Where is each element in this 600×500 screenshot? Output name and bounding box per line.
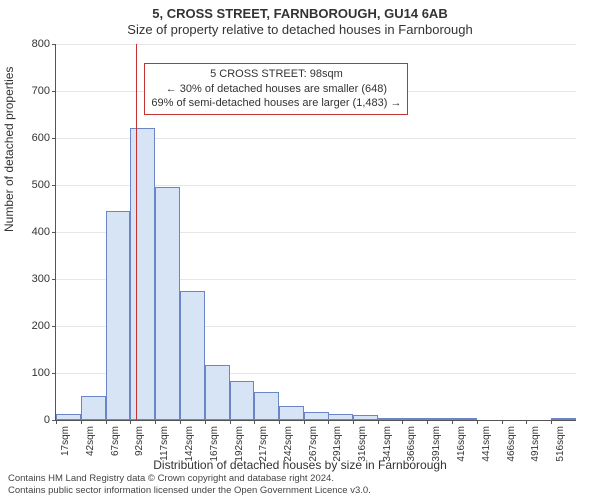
histogram-bar — [56, 414, 81, 420]
xtick-mark — [477, 420, 478, 424]
xtick-label: 192sqm — [234, 426, 245, 462]
xtick-mark — [402, 420, 403, 424]
ytick-label: 500 — [32, 179, 56, 191]
xtick-mark — [155, 420, 156, 424]
histogram-bar — [353, 415, 378, 420]
histogram-bar — [551, 418, 576, 420]
xtick-mark — [279, 420, 280, 424]
ytick-label: 700 — [32, 85, 56, 97]
xtick-label: 42sqm — [85, 426, 96, 456]
xtick-label: 17sqm — [60, 426, 71, 456]
xtick-label: 117sqm — [159, 426, 170, 461]
ytick-label: 200 — [32, 320, 56, 332]
xtick-label: 242sqm — [283, 426, 294, 462]
gridline — [56, 44, 576, 45]
xtick-mark — [353, 420, 354, 424]
xtick-label: 316sqm — [357, 426, 368, 462]
xtick-mark — [106, 420, 107, 424]
xtick-mark — [56, 420, 57, 424]
ytick-label: 800 — [32, 38, 56, 50]
xtick-label: 516sqm — [555, 426, 566, 462]
xtick-mark — [205, 420, 206, 424]
histogram-bar — [155, 187, 180, 420]
xtick-label: 441sqm — [481, 426, 492, 462]
histogram-bar — [328, 414, 353, 420]
histogram-bar — [378, 418, 403, 420]
ytick-label: 300 — [32, 273, 56, 285]
xtick-mark — [230, 420, 231, 424]
histogram-bar — [279, 406, 304, 420]
xtick-label: 341sqm — [382, 426, 393, 462]
histogram-bar — [230, 381, 255, 420]
y-axis-label: Number of detached properties — [2, 67, 16, 232]
page-subtitle: Size of property relative to detached ho… — [0, 22, 600, 42]
xtick-mark — [328, 420, 329, 424]
histogram-bar — [205, 365, 230, 420]
xtick-label: 217sqm — [258, 426, 269, 462]
histogram-bar — [106, 211, 131, 420]
attribution-line2: Contains public sector information licen… — [8, 485, 371, 496]
histogram-bar — [304, 412, 329, 420]
xtick-mark — [551, 420, 552, 424]
xtick-mark — [526, 420, 527, 424]
xtick-label: 466sqm — [506, 426, 517, 462]
page-title: 5, CROSS STREET, FARNBOROUGH, GU14 6AB — [0, 0, 600, 22]
ytick-label: 600 — [32, 132, 56, 144]
xtick-label: 92sqm — [134, 426, 145, 456]
ytick-label: 100 — [32, 367, 56, 379]
annotation-line3: 69% of semi-detached houses are larger (… — [151, 96, 401, 111]
histogram-bar — [130, 128, 155, 420]
histogram-bar — [254, 392, 279, 420]
xtick-label: 167sqm — [209, 426, 220, 462]
ytick-label: 0 — [44, 414, 56, 426]
xtick-label: 67sqm — [110, 426, 121, 456]
x-axis-label: Distribution of detached houses by size … — [0, 458, 600, 472]
annotation-line2: ← 30% of detached houses are smaller (64… — [151, 82, 401, 97]
xtick-label: 267sqm — [308, 426, 319, 462]
xtick-label: 391sqm — [431, 426, 442, 462]
xtick-mark — [130, 420, 131, 424]
xtick-label: 366sqm — [406, 426, 417, 462]
histogram-bar — [452, 418, 477, 420]
xtick-mark — [502, 420, 503, 424]
ytick-label: 400 — [32, 226, 56, 238]
attribution-line1: Contains HM Land Registry data © Crown c… — [8, 473, 371, 484]
attribution-text: Contains HM Land Registry data © Crown c… — [8, 473, 371, 496]
xtick-mark — [304, 420, 305, 424]
xtick-mark — [81, 420, 82, 424]
xtick-mark — [427, 420, 428, 424]
annotation-box: 5 CROSS STREET: 98sqm← 30% of detached h… — [144, 63, 408, 116]
reference-line — [136, 44, 137, 420]
histogram-bar — [81, 396, 106, 420]
xtick-label: 416sqm — [456, 426, 467, 462]
xtick-mark — [378, 420, 379, 424]
histogram-plot: 010020030040050060070080017sqm42sqm67sqm… — [55, 44, 576, 421]
annotation-line1: 5 CROSS STREET: 98sqm — [151, 67, 401, 82]
histogram-bar — [402, 418, 427, 420]
xtick-label: 491sqm — [530, 426, 541, 462]
histogram-bar — [427, 418, 452, 420]
xtick-label: 291sqm — [332, 426, 343, 462]
histogram-bar — [180, 291, 205, 420]
xtick-mark — [180, 420, 181, 424]
xtick-label: 142sqm — [184, 426, 195, 462]
xtick-mark — [254, 420, 255, 424]
xtick-mark — [452, 420, 453, 424]
